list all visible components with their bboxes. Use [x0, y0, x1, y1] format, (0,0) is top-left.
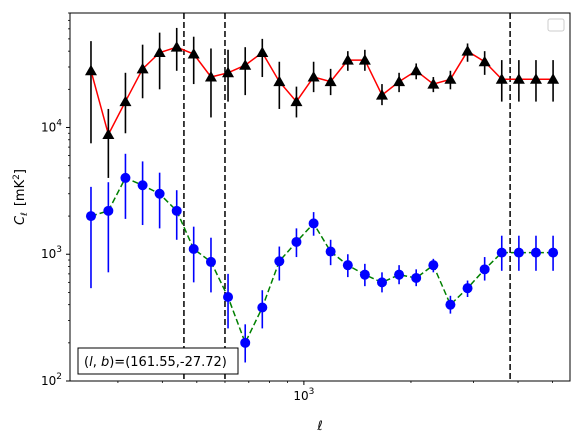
annotation-frame: [77, 347, 239, 375]
series-1-point: [204, 71, 217, 82]
series-2-point: [223, 291, 234, 302]
series-2-point: [188, 243, 199, 254]
series-2-point: [325, 246, 336, 257]
legend: [547, 18, 565, 32]
x-tick-label: 103: [293, 387, 314, 403]
series-2-point: [530, 247, 541, 258]
series-2-point: [291, 236, 302, 247]
series-2: [85, 153, 559, 363]
series-1-line: [90, 46, 554, 137]
series-2-point: [548, 247, 559, 258]
series-1-point: [290, 95, 303, 107]
series-2-point: [342, 260, 353, 271]
series-1-point: [153, 46, 166, 58]
series-1-point: [444, 73, 457, 84]
series-2-point: [103, 205, 114, 216]
series-2-point: [513, 247, 524, 258]
x-axis-label: ℓ: [316, 419, 322, 434]
series-1-point: [529, 73, 542, 84]
axis-ticks: 103 102 103 104: [41, 12, 553, 403]
series-1-point: [273, 75, 286, 87]
legend-box: [547, 18, 565, 32]
y-tick-label: 103: [41, 245, 62, 261]
series-1-point: [495, 73, 508, 84]
annotation-box: (l, b)=(161.55,-27.72): [77, 347, 239, 375]
y-tick-label: 104: [41, 118, 62, 134]
data-series: [84, 27, 560, 363]
series-1-point: [461, 45, 474, 56]
series-1-point: [84, 64, 97, 76]
series-2-point: [496, 247, 507, 258]
series-2-point: [376, 277, 387, 288]
series-2-point: [257, 302, 268, 313]
series-1-point: [256, 46, 269, 58]
series-1-point: [324, 75, 337, 87]
series-1-point: [478, 55, 491, 67]
series-2-point: [85, 211, 96, 222]
plot-frame: [69, 12, 571, 382]
series-1-point: [358, 54, 371, 65]
series-2-point: [411, 272, 422, 283]
series-2-point: [479, 264, 490, 275]
series-1: [84, 27, 560, 178]
series-2-point: [394, 269, 405, 280]
series-1-point: [307, 71, 320, 82]
series-2-point: [445, 299, 456, 310]
series-2-line: [90, 176, 554, 345]
series-2-point: [120, 172, 131, 183]
series-1-point: [239, 59, 252, 70]
series-2-point: [308, 218, 319, 229]
series-2-point: [205, 256, 216, 267]
series-1-point: [136, 62, 149, 74]
vertical-reference-lines: [183, 13, 511, 381]
series-2-point: [171, 205, 182, 216]
plot-area-background: [70, 13, 570, 381]
series-1-point: [427, 78, 440, 89]
series-2-point: [154, 188, 165, 199]
series-2-point: [137, 180, 148, 191]
series-1-point: [341, 54, 354, 65]
annotation-text: (l, b)=(161.55,-27.72): [84, 355, 227, 370]
series-1-point: [375, 89, 388, 100]
y-axis-label: Cℓ[mK2]: [12, 169, 30, 225]
y-tick-label: 102: [41, 372, 62, 388]
series-1-point: [512, 73, 525, 84]
series-2-point: [240, 337, 251, 348]
series-1-point: [222, 66, 235, 78]
series-1-point: [102, 128, 115, 140]
series-1-point: [547, 73, 560, 84]
series-1-point: [410, 64, 423, 76]
series-1-point: [393, 75, 406, 87]
series-2-point: [462, 283, 473, 294]
series-1-point: [119, 95, 132, 107]
series-1-point: [187, 47, 200, 59]
series-2-point: [428, 260, 439, 271]
series-2-point: [359, 269, 370, 280]
series-2-point: [274, 256, 285, 267]
series-1-point: [170, 41, 183, 52]
